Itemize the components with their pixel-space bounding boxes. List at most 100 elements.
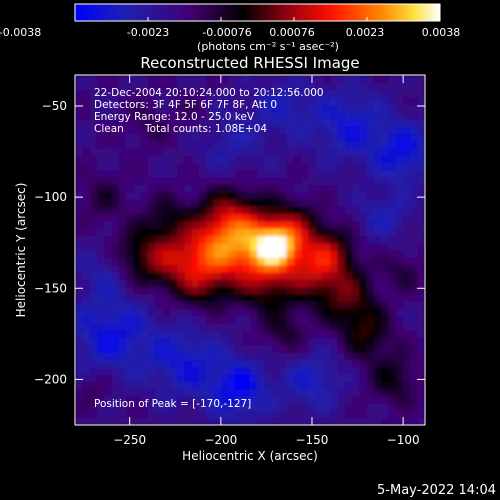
heatmap-cell bbox=[359, 126, 368, 134]
heatmap-cell bbox=[162, 381, 171, 390]
heatmap-cell bbox=[213, 155, 222, 164]
heatmap-cell bbox=[169, 191, 178, 200]
heatmap-cell bbox=[89, 198, 98, 207]
heatmap-cell bbox=[417, 257, 425, 266]
heatmap-cell bbox=[191, 410, 200, 419]
heatmap-cell bbox=[133, 155, 142, 164]
heatmap-cell bbox=[235, 301, 244, 309]
heatmap-cell bbox=[257, 322, 266, 331]
heatmap-cell bbox=[242, 250, 251, 258]
heatmap-cell bbox=[169, 308, 178, 317]
heatmap-cell bbox=[198, 104, 207, 113]
heatmap-cell bbox=[388, 118, 397, 127]
heatmap-cell bbox=[198, 264, 207, 273]
heatmap-cell bbox=[82, 242, 91, 251]
heatmap-cell bbox=[352, 286, 360, 295]
heatmap-cell bbox=[315, 330, 324, 339]
heatmap-cell bbox=[89, 359, 98, 368]
heatmap-cell bbox=[198, 373, 207, 382]
heatmap-cell bbox=[198, 337, 207, 346]
heatmap-cell bbox=[82, 359, 91, 368]
heatmap-cell bbox=[242, 257, 251, 266]
heatmap-cell bbox=[235, 395, 244, 404]
heatmap-cell bbox=[301, 104, 309, 113]
heatmap-cell bbox=[191, 373, 200, 382]
heatmap-cell bbox=[366, 301, 375, 309]
heatmap-cell bbox=[133, 410, 142, 419]
heatmap-cell bbox=[308, 264, 317, 273]
heatmap-cell bbox=[330, 257, 339, 266]
heatmap-cell bbox=[235, 403, 244, 412]
heatmap-cell bbox=[140, 315, 149, 324]
heatmap-cell bbox=[220, 75, 229, 83]
heatmap-cell bbox=[381, 308, 390, 317]
heatmap-cell bbox=[359, 162, 368, 171]
heatmap-cell bbox=[96, 169, 105, 178]
heatmap-cell bbox=[352, 140, 360, 149]
heatmap-cell bbox=[82, 228, 91, 237]
heatmap-cell bbox=[279, 264, 288, 273]
heatmap-cell bbox=[104, 126, 113, 134]
heatmap-cell bbox=[75, 403, 83, 412]
heatmap-cell bbox=[257, 257, 266, 266]
heatmap-cell bbox=[366, 242, 375, 251]
heatmap-cell bbox=[169, 147, 178, 156]
heatmap-cell bbox=[242, 206, 251, 215]
heatmap-cell bbox=[220, 257, 229, 266]
heatmap-cell bbox=[373, 89, 382, 98]
plot-frame bbox=[74, 74, 426, 426]
heatmap-cell bbox=[330, 315, 339, 324]
heatmap-cell bbox=[82, 191, 91, 200]
colorbar-tick-label: -0.0023 bbox=[127, 26, 169, 39]
heatmap-cell bbox=[337, 162, 346, 171]
heatmap-cell bbox=[184, 118, 193, 127]
heatmap-cell bbox=[75, 257, 83, 266]
heatmap-cell bbox=[89, 177, 98, 185]
heatmap-cell bbox=[147, 417, 156, 425]
heatmap-cell bbox=[366, 228, 375, 237]
heatmap-cell bbox=[257, 271, 266, 280]
heatmap-cell bbox=[242, 322, 251, 331]
heatmap-cell bbox=[213, 250, 222, 258]
heatmap-cell bbox=[235, 322, 244, 331]
heatmap-cell bbox=[388, 337, 397, 346]
heatmap-cell bbox=[177, 75, 185, 83]
heatmap-cell bbox=[410, 235, 419, 244]
heatmap-cell bbox=[235, 177, 244, 185]
heatmap-cell bbox=[133, 271, 142, 280]
heatmap-cell bbox=[330, 147, 339, 156]
heatmap-cell bbox=[118, 89, 127, 98]
heatmap-cell bbox=[140, 111, 149, 120]
heatmap-cell bbox=[366, 198, 375, 207]
heatmap-cell bbox=[162, 250, 171, 258]
heatmap-cell bbox=[395, 177, 404, 185]
heatmap-cell bbox=[337, 96, 346, 105]
heatmap-cell bbox=[206, 82, 215, 91]
heatmap-cell bbox=[359, 242, 368, 251]
heatmap-cell bbox=[228, 250, 237, 258]
heatmap-cell bbox=[417, 147, 425, 156]
heatmap-cell bbox=[155, 82, 164, 91]
heatmap-cell bbox=[155, 279, 164, 288]
heatmap-cell bbox=[169, 264, 178, 273]
heatmap-cell bbox=[133, 96, 142, 105]
heatmap-cell bbox=[96, 184, 105, 193]
heatmap-cell bbox=[286, 155, 295, 164]
heatmap-cell bbox=[322, 279, 331, 288]
heatmap-cell bbox=[250, 315, 258, 324]
heatmap-cell bbox=[75, 359, 83, 368]
heatmap-cell bbox=[293, 264, 302, 273]
heatmap-cell bbox=[417, 184, 425, 193]
heatmap-cell bbox=[410, 220, 419, 229]
heatmap-cell bbox=[213, 242, 222, 251]
heatmap-cell bbox=[155, 111, 164, 120]
heatmap-cell bbox=[279, 293, 288, 302]
heatmap-cell bbox=[352, 417, 360, 425]
heatmap-cell bbox=[162, 82, 171, 91]
heatmap-cell bbox=[242, 75, 251, 83]
heatmap-cell bbox=[344, 228, 353, 237]
heatmap-cell bbox=[169, 410, 178, 419]
heatmap-cell bbox=[381, 366, 390, 375]
heatmap-cell bbox=[147, 118, 156, 127]
heatmap-cell bbox=[111, 228, 120, 237]
